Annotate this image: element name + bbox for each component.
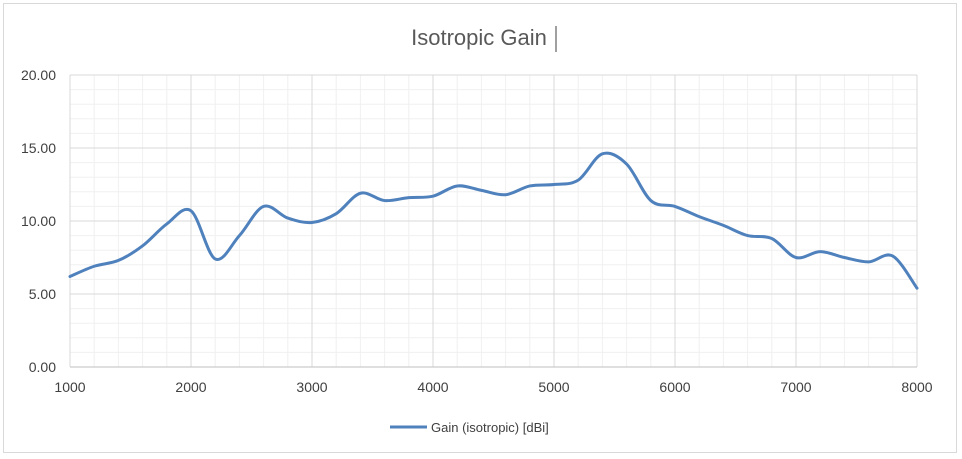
- data-point: [433, 196, 434, 197]
- series-line: [68, 151, 919, 290]
- x-tick-label: 2000: [175, 379, 206, 395]
- data-point: [94, 266, 95, 267]
- x-tick-label: 4000: [417, 379, 448, 395]
- data-point: [602, 153, 603, 154]
- data-point: [675, 206, 676, 207]
- data-point: [554, 184, 555, 185]
- data-point: [408, 197, 409, 198]
- chart-title: Isotropic Gain: [411, 25, 547, 50]
- data-point: [336, 213, 337, 214]
- x-tick-labels: 1000 2000 3000 4000 5000 6000 7000 8000: [54, 379, 932, 395]
- y-tick-label: 0.00: [29, 359, 56, 375]
- data-point: [481, 190, 482, 191]
- x-tick-label: 6000: [659, 379, 690, 395]
- data-point: [699, 216, 700, 217]
- data-point: [191, 210, 192, 211]
- data-point: [820, 251, 821, 252]
- data-point: [505, 194, 506, 195]
- data-point: [650, 200, 651, 201]
- data-point: [142, 245, 143, 246]
- data-point: [384, 200, 385, 201]
- legend-label: Gain (isotropic) [dBi]: [431, 420, 549, 435]
- data-point: [287, 218, 288, 219]
- data-point: [723, 225, 724, 226]
- data-point: [457, 185, 458, 186]
- data-point: [868, 261, 869, 262]
- data-point: [360, 193, 361, 194]
- data-point: [215, 258, 216, 259]
- data-point: [529, 185, 530, 186]
- x-tick-label: 1000: [54, 379, 85, 395]
- x-tick-label: 7000: [780, 379, 811, 395]
- x-tick-label: 8000: [901, 379, 932, 395]
- y-tick-label: 15.00: [21, 140, 56, 156]
- data-point: [166, 223, 167, 224]
- data-point: [796, 257, 797, 258]
- data-point: [118, 260, 119, 261]
- y-tick-label: 20.00: [21, 67, 56, 83]
- data-point: [892, 256, 893, 257]
- data-point: [578, 180, 579, 181]
- data-point: [747, 235, 748, 236]
- data-point: [239, 235, 240, 236]
- data-point: [263, 206, 264, 207]
- major-gridlines: [70, 74, 918, 367]
- series-layer: [68, 151, 919, 290]
- legend: Gain (isotropic) [dBi]: [390, 420, 549, 435]
- y-tick-label: 5.00: [29, 286, 56, 302]
- data-point: [312, 222, 313, 223]
- axes: [69, 75, 917, 368]
- data-point: [626, 164, 627, 165]
- data-point: [70, 276, 71, 277]
- y-tick-labels: 0.00 5.00 10.00 15.00 20.00: [21, 67, 56, 375]
- data-point: [844, 257, 845, 258]
- y-tick-label: 10.00: [21, 213, 56, 229]
- data-point: [771, 238, 772, 239]
- data-point: [917, 288, 918, 289]
- x-tick-label: 5000: [538, 379, 569, 395]
- x-tick-label: 3000: [296, 379, 327, 395]
